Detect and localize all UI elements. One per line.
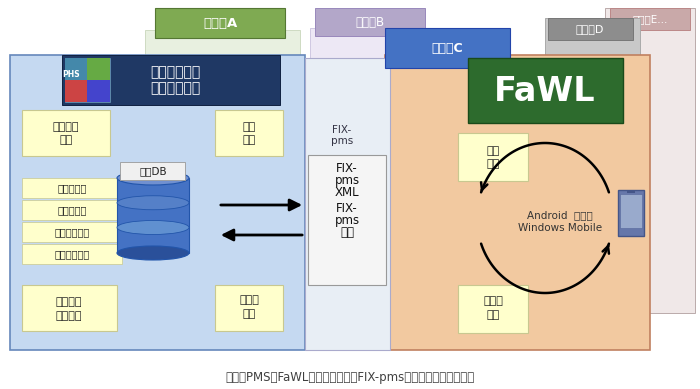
Text: アプリE...: アプリE... bbox=[632, 14, 668, 24]
Bar bbox=[385, 28, 510, 68]
Bar bbox=[605, 8, 695, 313]
Bar bbox=[22, 244, 122, 264]
Text: FIX-: FIX- bbox=[332, 125, 351, 135]
Text: Android  または: Android または bbox=[527, 210, 593, 220]
Bar bbox=[458, 285, 528, 333]
Text: FIX-: FIX- bbox=[336, 161, 358, 175]
Bar bbox=[22, 110, 110, 156]
Text: アプリC: アプリC bbox=[431, 42, 463, 54]
Bar bbox=[618, 190, 644, 236]
Text: 記録: 記録 bbox=[486, 159, 500, 169]
Text: pms: pms bbox=[331, 136, 353, 146]
Ellipse shape bbox=[117, 221, 189, 235]
Text: 作業者マスタ: 作業者マスタ bbox=[55, 227, 90, 237]
Text: 作業マスタ: 作業マスタ bbox=[57, 205, 87, 215]
Text: FaWL: FaWL bbox=[494, 75, 596, 107]
Bar bbox=[548, 18, 633, 40]
Text: XML: XML bbox=[335, 186, 359, 198]
Text: 機資材マスタ: 機資材マスタ bbox=[55, 249, 90, 259]
Text: 作付台帳: 作付台帳 bbox=[56, 311, 83, 321]
Text: マスタ: マスタ bbox=[483, 296, 503, 306]
Text: 情報: 情報 bbox=[486, 310, 500, 320]
Text: PHS: PHS bbox=[62, 70, 80, 79]
Bar bbox=[215, 285, 283, 331]
Text: 作業: 作業 bbox=[242, 122, 256, 132]
Text: 図２　PMSとFaWLをはじめとするFIX-pms形式データ交換概念図: 図２ PMSとFaWLをはじめとするFIX-pms形式データ交換概念図 bbox=[225, 371, 475, 384]
Text: 作業計画管理: 作業計画管理 bbox=[150, 65, 200, 79]
Bar bbox=[65, 80, 87, 102]
Text: 栽培作業: 栽培作業 bbox=[52, 122, 79, 132]
Text: 作業: 作業 bbox=[486, 146, 500, 156]
Bar bbox=[65, 58, 87, 80]
Text: pms: pms bbox=[335, 173, 360, 186]
Text: pms: pms bbox=[335, 214, 360, 226]
Text: 作物マスタ: 作物マスタ bbox=[57, 183, 87, 193]
Bar bbox=[22, 222, 122, 242]
Bar bbox=[62, 55, 280, 105]
Ellipse shape bbox=[117, 246, 189, 260]
Bar bbox=[315, 8, 425, 36]
Bar bbox=[145, 30, 300, 60]
Ellipse shape bbox=[117, 171, 189, 185]
Text: 支援システム: 支援システム bbox=[150, 81, 200, 95]
Text: マスタ: マスタ bbox=[239, 295, 259, 305]
Text: アプリA: アプリA bbox=[203, 16, 237, 30]
Bar bbox=[458, 133, 528, 181]
Bar bbox=[22, 285, 117, 331]
Bar bbox=[610, 8, 690, 30]
Bar bbox=[22, 200, 122, 220]
Text: Windows Mobile: Windows Mobile bbox=[518, 223, 602, 233]
Bar bbox=[120, 162, 185, 180]
Bar bbox=[117, 178, 189, 253]
Bar bbox=[305, 58, 390, 350]
Bar bbox=[87, 80, 110, 102]
Text: 記録: 記録 bbox=[242, 135, 256, 145]
Bar bbox=[215, 110, 283, 156]
Bar bbox=[385, 55, 650, 350]
Text: FIX-: FIX- bbox=[336, 202, 358, 214]
Text: 台帳: 台帳 bbox=[60, 135, 73, 145]
Bar bbox=[155, 8, 285, 38]
Text: 土地台帳: 土地台帳 bbox=[56, 297, 83, 307]
Ellipse shape bbox=[117, 196, 189, 210]
Text: 圃場DB: 圃場DB bbox=[139, 166, 167, 176]
Bar bbox=[308, 155, 386, 285]
Bar bbox=[620, 194, 642, 228]
Text: アプリD: アプリD bbox=[576, 24, 604, 34]
Bar bbox=[22, 178, 122, 198]
Bar bbox=[65, 58, 110, 102]
Text: 情報: 情報 bbox=[242, 309, 256, 319]
Bar bbox=[87, 58, 110, 80]
Bar bbox=[310, 28, 430, 58]
Bar bbox=[468, 58, 623, 123]
Text: アプリB: アプリB bbox=[356, 16, 384, 28]
Text: 文書: 文書 bbox=[340, 226, 354, 238]
Bar bbox=[627, 191, 635, 193]
Bar bbox=[10, 55, 305, 350]
Bar bbox=[545, 18, 640, 318]
